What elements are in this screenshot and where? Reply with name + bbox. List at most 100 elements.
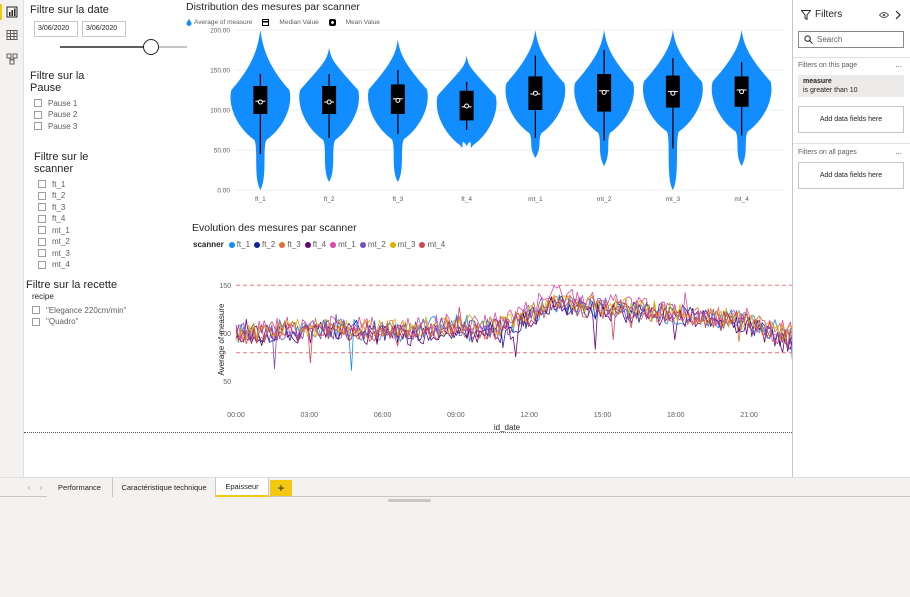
violin-x-tick-label: ft_3 (392, 196, 403, 203)
checkbox[interactable] (32, 317, 40, 326)
table-icon (6, 30, 18, 40)
line-y-tick-label: 50 (223, 379, 231, 386)
line-chart-title: Evolution des mesures par scanner (192, 222, 357, 234)
model-view-button[interactable] (4, 51, 20, 67)
line-legend-item[interactable]: mt_1 (330, 240, 356, 249)
violin-mean-marker (739, 89, 745, 95)
status-area (0, 497, 910, 597)
checkbox[interactable] (38, 226, 46, 234)
measure-filter-card[interactable]: measure is greater than 10 (798, 75, 904, 97)
checkbox[interactable] (38, 203, 46, 211)
collapse-pane-icon[interactable] (894, 10, 902, 20)
violin-mean-marker (532, 90, 538, 96)
filters-divider (793, 57, 910, 58)
end-date-input[interactable]: 3/06/2020 (82, 21, 126, 37)
filters-search-input[interactable]: Search (798, 31, 904, 48)
date-slider-handle[interactable] (143, 39, 159, 55)
line-legend-item[interactable]: mt_2 (359, 240, 386, 249)
line-legend-item[interactable]: ft_3 (279, 240, 301, 249)
bar-chart-icon (6, 6, 18, 18)
all-pages-filters-more-button[interactable]: ... (895, 147, 902, 156)
pause-option-label: Pause 2 (48, 110, 78, 119)
line-x-tick-label: 12:00 (520, 412, 538, 419)
line-x-tick-label: 15:00 (594, 412, 612, 419)
violin-y-tick-label: 50.00 (214, 148, 231, 155)
legend-label-average: Average of measure (194, 18, 253, 26)
scanner-option-label: mt_2 (52, 237, 70, 246)
page-tab-bar: ‹ › Performance Caractéristique techniqu… (0, 477, 910, 497)
scanner-option[interactable]: mt_2 (38, 237, 70, 247)
violin-mean-marker (395, 97, 401, 103)
violin-mean-marker (257, 99, 263, 105)
scanner-option[interactable]: mt_3 (38, 248, 70, 258)
date-slider-fill (60, 46, 151, 48)
eye-icon[interactable] (879, 11, 889, 19)
recette-slicer-title: Filtre sur la recette (26, 279, 118, 291)
pause-option[interactable]: Pause 2 (34, 110, 77, 120)
checkbox[interactable] (38, 260, 46, 269)
checkbox[interactable] (32, 306, 40, 314)
line-series-mt_3 (235, 294, 792, 341)
line-chart[interactable]: 50 100 150 Average of measure 00:00 03:00 06:0… (186, 256, 792, 432)
all-pages-filter-drop-zone[interactable]: Add data fields here (798, 162, 904, 189)
line-legend-item[interactable]: ft_1 (228, 240, 251, 249)
filter-icon (801, 10, 811, 20)
report-view-button[interactable] (4, 4, 20, 20)
start-date-input[interactable]: 3/06/2020 (34, 21, 78, 37)
legend-dot-icon (254, 241, 261, 248)
line-legend-label: ft_1 (236, 240, 251, 249)
scanner-option[interactable]: mt_1 (38, 225, 70, 235)
scanner-option[interactable]: mt_4 (38, 260, 70, 270)
line-legend-items: ft_1 ft_2 ft_3 ft_4 mt_1 mt_2 mt_3 mt_4 (228, 240, 450, 250)
line-x-tick-label: 03:00 (301, 412, 319, 419)
line-legend-label: ft_2 (262, 240, 276, 249)
line-legend-label: mt_1 (338, 240, 356, 249)
checkbox[interactable] (34, 110, 42, 119)
checkbox[interactable] (38, 180, 46, 188)
line-legend-item[interactable]: ft_2 (254, 240, 275, 249)
scanner-option-label: ft_4 (52, 214, 66, 223)
scanner-option[interactable]: ft_4 (38, 214, 65, 224)
pause-option[interactable]: Pause 1 (34, 98, 77, 108)
scanner-option[interactable]: ft_3 (38, 202, 65, 212)
horizontal-scrollbar[interactable] (388, 499, 431, 502)
violin-y-tick-label: 200.00 (210, 28, 230, 35)
tab-scroll-right-icon[interactable]: › (39, 483, 43, 492)
checkbox[interactable] (38, 249, 46, 257)
legend-label-mean: Mean Value (345, 18, 380, 26)
tab-scroll-left-icon[interactable]: ‹ (27, 483, 31, 492)
checkbox[interactable] (38, 237, 46, 246)
tab-performance[interactable]: Performance (47, 478, 113, 497)
recipe-option[interactable]: "Elegance 220cm/min" (32, 305, 126, 315)
checkbox[interactable] (38, 214, 46, 223)
line-legend-label: mt_3 (397, 240, 416, 249)
checkbox[interactable] (38, 191, 46, 200)
violin-chart[interactable]: 0.00 50.00 100.00 150.00 200.00 ft_1 ft_2 ft_3 f… (184, 28, 792, 208)
violin-x-tick-label: ft_4 (461, 196, 472, 203)
scanner-option[interactable]: ft_1 (38, 179, 65, 189)
violin-x-tick-label: mt_2 (597, 196, 612, 203)
line-legend-item[interactable]: mt_3 (389, 240, 416, 249)
page-filters-more-button[interactable]: ... (895, 60, 902, 69)
tab-caracteristique-technique[interactable]: Caractéristique technique (113, 478, 216, 497)
add-page-button[interactable]: + (270, 480, 292, 496)
line-x-tick-label: 00:00 (227, 412, 245, 419)
legend-dot-icon (228, 241, 235, 248)
checkbox[interactable] (34, 122, 42, 130)
line-legend-label: ft_4 (312, 240, 327, 249)
recipe-option[interactable]: "Quadro" (32, 317, 78, 327)
line-legend-item[interactable]: ft_4 (304, 240, 327, 249)
legend-dot-icon (279, 241, 286, 248)
pause-option[interactable]: Pause 3 (34, 121, 77, 131)
scanner-option-label: mt_4 (52, 260, 70, 269)
line-y-tick-label: 150 (219, 283, 231, 290)
data-view-button[interactable] (4, 27, 20, 43)
checkbox[interactable] (34, 99, 42, 107)
line-legend-label: mt_4 (427, 240, 446, 249)
page-filter-drop-zone[interactable]: Add data fields here (798, 106, 904, 133)
tab-epaisseur[interactable]: Epaisseur (216, 478, 269, 497)
line-legend-item[interactable]: mt_4 (419, 240, 445, 249)
recipe-option-label: "Elegance 220cm/min" (46, 305, 127, 315)
violin-mean-marker (464, 103, 470, 109)
scanner-option[interactable]: ft_2 (38, 191, 65, 201)
